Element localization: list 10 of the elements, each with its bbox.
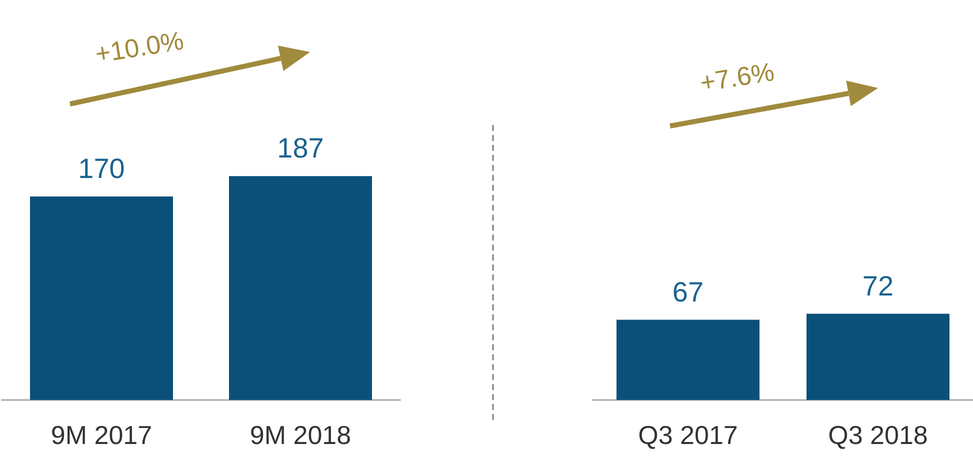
data-label: 67	[672, 276, 704, 308]
data-label: 187	[277, 132, 324, 164]
text: +10.0%	[93, 25, 186, 70]
data-label: 170	[78, 152, 125, 184]
x-tick-label: Q3 2017	[638, 420, 738, 450]
text: +7.6%	[698, 56, 776, 99]
data-label: 72	[862, 270, 894, 302]
x-tick-label: Q3 2018	[828, 420, 928, 450]
x-tick-label: 9M 2018	[250, 420, 352, 450]
x-tick-label: 9M 2017	[50, 420, 152, 450]
